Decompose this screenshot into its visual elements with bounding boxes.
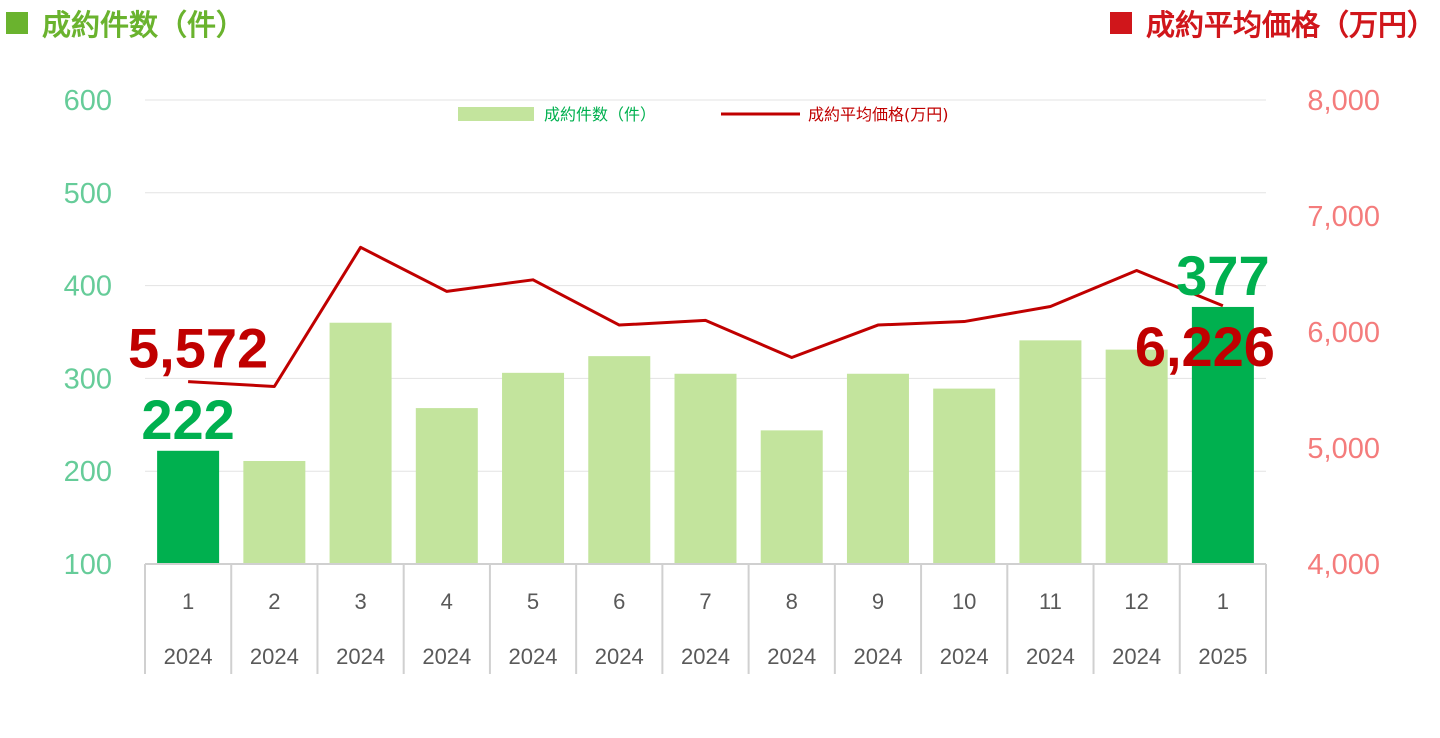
data-label: 6,226 bbox=[1135, 315, 1275, 378]
bar bbox=[933, 388, 996, 564]
month-label: 7 bbox=[699, 589, 711, 614]
bar bbox=[1105, 349, 1168, 564]
year-label: 2024 bbox=[940, 644, 989, 669]
red-square-icon bbox=[1109, 12, 1132, 34]
left-tick-label: 300 bbox=[64, 363, 112, 395]
axes: 100 200 300 400 500 600 4,000 5,000 6,000 7,000 8,… bbox=[64, 85, 1380, 581]
right-tick-label: 5,000 bbox=[1307, 433, 1380, 465]
month-label: 9 bbox=[872, 589, 884, 614]
left-tick-label: 500 bbox=[64, 178, 112, 210]
month-label: 2 bbox=[268, 589, 280, 614]
right-axis-title: 成約平均価格（万円） bbox=[1109, 2, 1436, 44]
bar bbox=[157, 450, 220, 564]
month-label: 3 bbox=[354, 589, 366, 614]
month-label: 1 bbox=[1217, 589, 1229, 614]
left-axis-title-text: 成約件数（件） bbox=[42, 8, 246, 42]
bar bbox=[243, 460, 306, 564]
year-label: 2024 bbox=[1026, 644, 1075, 669]
right-axis-title-text: 成約平均価格（万円） bbox=[1145, 8, 1436, 42]
legend-bar-swatch bbox=[458, 107, 534, 121]
category-axis: 1 2024 2 2024 3 2024 4 2024 5 2024 6 2024 7 2024 8 2024… bbox=[144, 563, 1267, 674]
month-label: 1 bbox=[182, 589, 194, 614]
left-tick-label: 400 bbox=[64, 271, 112, 303]
year-label: 2024 bbox=[422, 644, 471, 669]
year-label: 2024 bbox=[509, 644, 558, 669]
data-labels: 222 5,572 377 6,226 bbox=[128, 244, 1275, 451]
bar bbox=[415, 408, 478, 564]
data-label: 377 bbox=[1176, 244, 1269, 307]
bar bbox=[329, 322, 392, 564]
year-label: 2024 bbox=[164, 644, 213, 669]
month-label: 10 bbox=[952, 589, 976, 614]
year-label: 2024 bbox=[853, 644, 902, 669]
month-label: 6 bbox=[613, 589, 625, 614]
right-tick-label: 8,000 bbox=[1307, 85, 1380, 117]
month-label: 8 bbox=[786, 589, 798, 614]
bar bbox=[1019, 340, 1082, 564]
bar bbox=[846, 373, 909, 564]
legend-line-label: 成約平均価格(万円) bbox=[808, 105, 949, 124]
right-tick-label: 6,000 bbox=[1307, 317, 1380, 349]
bar bbox=[674, 373, 737, 564]
year-label: 2024 bbox=[595, 644, 644, 669]
data-label: 5,572 bbox=[128, 317, 268, 380]
year-label: 2024 bbox=[767, 644, 816, 669]
data-label: 222 bbox=[141, 388, 234, 451]
right-tick-label: 7,000 bbox=[1307, 201, 1380, 233]
left-tick-label: 200 bbox=[64, 456, 112, 488]
left-tick-label: 100 bbox=[64, 549, 112, 581]
month-label: 12 bbox=[1124, 589, 1148, 614]
legend-bar-label: 成約件数（件） bbox=[544, 105, 656, 124]
line-series bbox=[188, 245, 1224, 389]
left-tick-label: 600 bbox=[64, 85, 112, 117]
month-label: 4 bbox=[441, 589, 453, 614]
month-label: 5 bbox=[527, 589, 539, 614]
year-label: 2024 bbox=[681, 644, 730, 669]
bar bbox=[588, 356, 651, 564]
right-tick-label: 4,000 bbox=[1307, 549, 1380, 581]
bar-series bbox=[157, 306, 1254, 564]
month-label: 11 bbox=[1039, 589, 1062, 614]
legend: 成約件数（件） 成約平均価格(万円) bbox=[458, 105, 949, 124]
left-axis-title: 成約件数（件） bbox=[6, 2, 245, 44]
bar bbox=[1191, 306, 1254, 564]
green-square-icon bbox=[6, 12, 28, 34]
bar bbox=[502, 372, 565, 564]
bar bbox=[760, 430, 823, 564]
year-label: 2024 bbox=[250, 644, 299, 669]
year-label: 2025 bbox=[1198, 644, 1247, 669]
year-label: 2024 bbox=[336, 644, 385, 669]
year-label: 2024 bbox=[1112, 644, 1161, 669]
